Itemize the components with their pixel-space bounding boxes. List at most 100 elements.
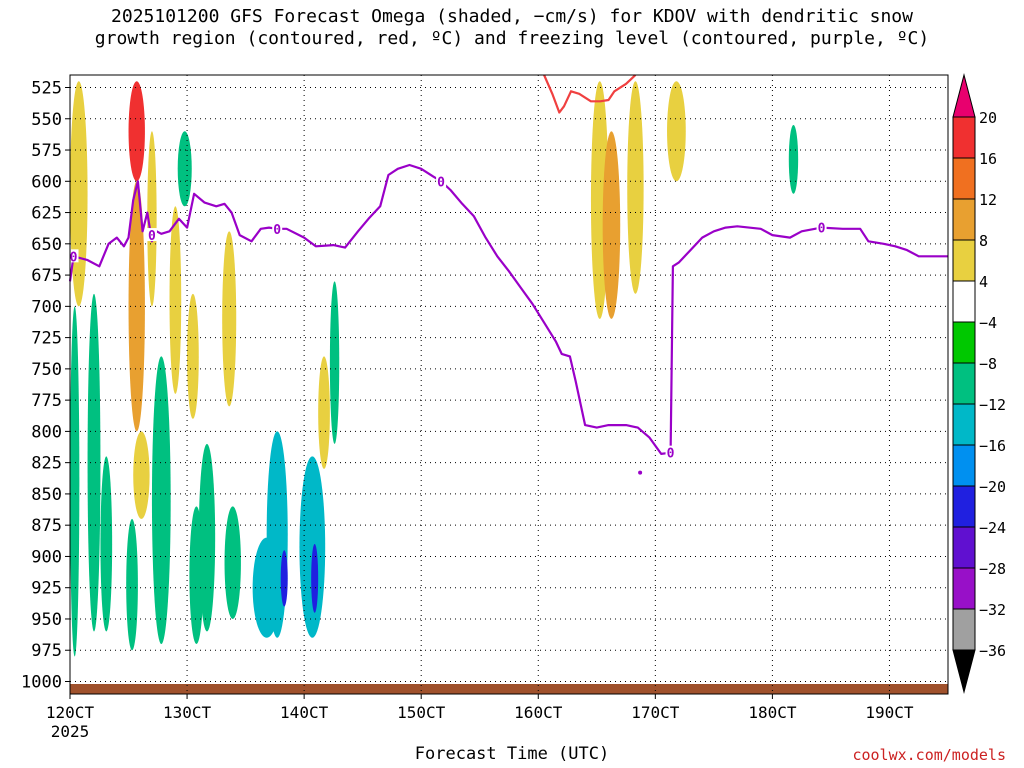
y-tick-label: 725 [31, 329, 62, 349]
colorbar-label: −20 [979, 478, 1006, 496]
colorbar-label: 4 [979, 273, 988, 291]
omega-region [177, 131, 192, 207]
y-tick-label: 750 [31, 360, 62, 380]
omega-region [128, 81, 145, 182]
omega-region [87, 293, 101, 632]
colorbar-segment [952, 608, 976, 651]
omega-region [100, 456, 113, 632]
colorbar-segment [952, 567, 976, 610]
dendritic-growth-contour [543, 74, 637, 114]
y-tick-label: 875 [31, 516, 62, 536]
omega-region [517, 518, 526, 607]
omega-region [514, 81, 522, 282]
y-tick-label: 625 [31, 204, 62, 224]
omega-region [602, 131, 621, 319]
colorbar-segment [952, 444, 976, 487]
y-tick-label: 525 [31, 79, 62, 99]
omega-region [313, 81, 330, 163]
colorbar-label: −4 [979, 314, 997, 332]
colorbar-label: 16 [979, 150, 997, 168]
omega-region [222, 231, 237, 407]
omega-region [329, 281, 340, 444]
colorbar-label: 20 [979, 109, 997, 127]
contour-label-bg [436, 174, 447, 188]
colorbar-top-arrow [952, 73, 976, 118]
omega-region [362, 81, 375, 207]
omega-region [667, 81, 686, 182]
colorbar-segment [952, 198, 976, 241]
x-tick-label: 170CT [631, 703, 680, 722]
y-tick-label: 1000 [21, 672, 62, 692]
x-tick-label: 190CT [865, 703, 914, 722]
omega-region [151, 356, 171, 644]
colorbar-label: −28 [979, 560, 1006, 578]
colorbar: 20 16 12 8 4 −4 −8 −12 −16 −20 −24 −28 −32 −36 [952, 73, 1006, 694]
colorbar-label: −8 [979, 355, 997, 373]
x-tick-sublabel: 2025 [51, 722, 90, 741]
omega-region [791, 306, 799, 326]
colorbar-segment [952, 485, 976, 528]
y-tick-label: 900 [31, 547, 62, 567]
chart-title: 2025101200 GFS Forecast Omega (shaded, −… [94, 6, 930, 49]
omega-region [627, 81, 644, 294]
omega-region [432, 81, 445, 238]
y-tick-label: 975 [31, 641, 62, 661]
omega-region [169, 206, 182, 394]
y-tick-label: 575 [31, 141, 62, 161]
contour-label: 0 [70, 250, 78, 265]
omega-region [70, 306, 80, 657]
omega-region [70, 81, 88, 307]
credit-link[interactable]: coolwx.com/models [852, 746, 1006, 764]
y-tick-label: 650 [31, 235, 62, 255]
y-tick-label: 800 [31, 422, 62, 442]
y-tick-label: 775 [31, 391, 62, 411]
contour-label-bg [665, 445, 676, 459]
colorbar-segment [952, 239, 976, 282]
x-tick-label: 120CT [46, 703, 95, 722]
contour-lines: 0 0 0 0 0 0 [68, 74, 948, 475]
colorbar-segment [952, 362, 976, 405]
colorbar-segment [952, 116, 976, 159]
colorbar-label: −12 [979, 396, 1006, 414]
colorbar-label: −32 [979, 601, 1006, 619]
y-tick-label: 850 [31, 485, 62, 505]
omega-region [861, 387, 871, 451]
y-tick-label: 675 [31, 266, 62, 286]
omega-region [538, 106, 562, 307]
y-tick-label: 550 [31, 110, 62, 130]
contour-label: 0 [818, 222, 826, 237]
colorbar-segment [952, 321, 976, 364]
omega-region [311, 543, 319, 613]
y-axis: 525 550 575 600 625 650 675 700 725 750 775 800 825 8… [21, 79, 70, 692]
y-tick-label: 600 [31, 172, 62, 192]
contour-label-bg [146, 228, 157, 242]
freezing-level-contour [68, 163, 948, 455]
contour-label: 0 [667, 447, 675, 462]
x-tick-label: 150CT [397, 703, 446, 722]
y-tick-label: 925 [31, 579, 62, 599]
omega-region [280, 550, 288, 607]
colorbar-segment [952, 526, 976, 569]
colorbar-label: −36 [979, 642, 1006, 660]
x-tick-label: 180CT [748, 703, 797, 722]
omega-region [147, 131, 157, 307]
omega-region [318, 356, 330, 469]
omega-region [133, 431, 150, 519]
freezing-level-island [638, 470, 643, 475]
colorbar-label: −16 [979, 437, 1006, 455]
omega-region [788, 125, 799, 194]
colorbar-label: 8 [979, 232, 988, 250]
x-tick-label: 160CT [514, 703, 563, 722]
x-axis-label: Forecast Time (UTC) [414, 744, 610, 764]
omega-region [723, 381, 733, 444]
contour-label-bg [272, 221, 283, 235]
contour-label: 0 [148, 229, 156, 244]
contour-label-bg [816, 220, 827, 234]
omega-region [126, 518, 138, 651]
omega-region [187, 293, 199, 419]
contour-label: 0 [273, 223, 281, 238]
omega-region [198, 443, 216, 632]
colorbar-bottom-arrow [952, 649, 976, 694]
plot-frame [69, 74, 949, 695]
